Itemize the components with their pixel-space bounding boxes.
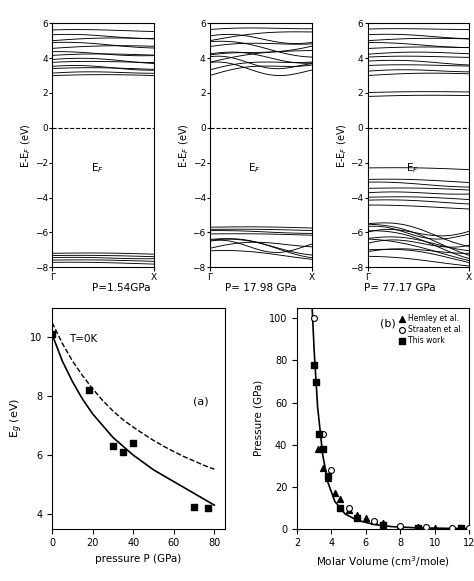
Straaten et al. [448,523,456,533]
Y-axis label: E-E$_F$ (eV): E-E$_F$ (eV) [177,123,191,167]
Straaten et al. [422,522,430,532]
This work [324,472,332,481]
Hemley et al. [354,510,361,519]
Text: T=0K: T=0K [69,335,98,345]
Hemley et al. [314,444,321,453]
Straaten et al. [371,517,378,526]
Straaten et al. [328,465,335,475]
Text: P= 77.17 GPa: P= 77.17 GPa [364,282,436,293]
Point [204,504,212,513]
This work [319,444,327,453]
Text: E$_F$: E$_F$ [406,161,419,174]
Point [129,439,137,448]
Hemley et al. [448,523,456,533]
Hemley et al. [336,494,344,504]
Text: (a): (a) [193,396,209,406]
Point [190,502,198,511]
X-axis label: Molar Volume (cm$^3$/mole): Molar Volume (cm$^3$/mole) [316,554,450,569]
Point [48,330,56,339]
Straaten et al. [345,503,352,512]
Hemley et al. [345,505,352,514]
Y-axis label: E-E$_F$ (eV): E-E$_F$ (eV) [20,123,33,167]
This work [457,524,465,533]
Point [119,447,127,457]
This work [336,503,344,512]
Hemley et al. [465,524,473,533]
Legend: Hemley et al., Straaten et al., This work: Hemley et al., Straaten et al., This wor… [396,312,465,347]
Point [109,442,117,451]
Text: E$_F$: E$_F$ [91,161,104,174]
Text: E$_F$: E$_F$ [248,161,261,174]
Hemley et al. [379,519,387,528]
This work [379,520,387,529]
This work [414,523,421,532]
This work [316,429,323,439]
Hemley et al. [362,514,370,523]
Y-axis label: Pressure (GPa): Pressure (GPa) [253,380,263,457]
Straaten et al. [397,521,404,530]
Y-axis label: E$_g$ (eV): E$_g$ (eV) [8,398,25,439]
This work [354,514,361,523]
Text: P=1.54GPa: P=1.54GPa [92,282,151,293]
Hemley et al. [414,522,421,532]
Straaten et al. [465,524,473,533]
Hemley et al. [371,517,378,526]
Straaten et al. [319,429,327,439]
Hemley et al. [324,474,332,483]
Hemley et al. [397,521,404,530]
Hemley et al. [319,463,327,472]
This work [312,377,319,386]
Y-axis label: E-E$_F$ (eV): E-E$_F$ (eV) [335,123,349,167]
Hemley et al. [431,523,438,532]
Text: P= 17.98 GPa: P= 17.98 GPa [225,282,297,293]
Text: (b): (b) [380,319,395,329]
Straaten et al. [310,314,318,323]
Hemley et al. [331,488,338,497]
X-axis label: pressure P (GPa): pressure P (GPa) [95,554,182,564]
This work [310,360,318,370]
Point [85,386,92,395]
